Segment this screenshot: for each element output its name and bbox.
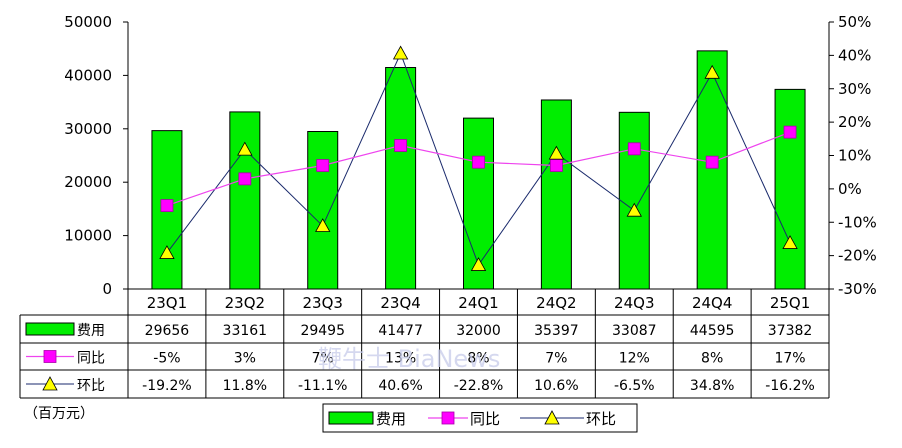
row-key-qoq-marker bbox=[42, 376, 58, 391]
row-label-yoy: 同比 bbox=[77, 351, 105, 367]
data-label-25Q1: 17% bbox=[774, 351, 805, 367]
legend-key-cost bbox=[328, 411, 374, 425]
legend-key-qoq-marker bbox=[544, 410, 560, 425]
right-tick-label: -20% bbox=[838, 247, 877, 265]
category-label-24Q4: 24Q4 bbox=[692, 294, 732, 312]
bar-23Q2 bbox=[229, 111, 261, 290]
left-tick-label: 10000 bbox=[64, 227, 112, 245]
bar-24Q3 bbox=[618, 111, 650, 290]
legend: 费用 同比 环比 bbox=[322, 403, 638, 433]
category-label-23Q3: 23Q3 bbox=[303, 294, 343, 312]
data-label-23Q2: 33161 bbox=[223, 323, 268, 339]
data-label-24Q2: 10.6% bbox=[534, 378, 578, 394]
left-tick-label: 50000 bbox=[64, 13, 112, 31]
data-label-23Q3: 7% bbox=[312, 351, 334, 367]
category-label-23Q2: 23Q2 bbox=[225, 294, 265, 312]
data-label-24Q3: 33087 bbox=[612, 323, 657, 339]
data-label-24Q1: -22.8% bbox=[454, 378, 504, 394]
qoq-marker-23Q2 bbox=[237, 141, 253, 156]
data-label-23Q4: 13% bbox=[385, 351, 416, 367]
bar-25Q1 bbox=[774, 88, 806, 290]
data-label-24Q2: 7% bbox=[545, 351, 567, 367]
data-label-24Q2: 35397 bbox=[534, 323, 579, 339]
yoy-marker-24Q1 bbox=[472, 155, 485, 169]
right-tick-label: -30% bbox=[838, 280, 877, 298]
data-label-23Q4: 40.6% bbox=[378, 378, 422, 394]
right-tick-label: 0% bbox=[838, 180, 862, 198]
right-tick-label: -10% bbox=[838, 213, 877, 231]
watermark: 鞭牛士 BiaNews bbox=[318, 345, 500, 373]
data-label-23Q3: -11.1% bbox=[298, 378, 348, 394]
right-tick-label: 40% bbox=[838, 46, 871, 64]
plot-area bbox=[127, 22, 830, 290]
category-label-24Q1: 24Q1 bbox=[458, 294, 498, 312]
data-label-23Q1: -5% bbox=[153, 351, 180, 367]
left-tick-label: 30000 bbox=[64, 120, 112, 138]
data-label-23Q3: 29495 bbox=[300, 323, 345, 339]
yoy-marker-23Q4 bbox=[394, 139, 408, 152]
right-tick-label: 50% bbox=[838, 13, 871, 31]
data-label-25Q1: -16.2% bbox=[765, 378, 815, 394]
yoy-marker-25Q1 bbox=[783, 125, 797, 139]
row-label-cost: 费用 bbox=[77, 323, 105, 339]
yoy-marker-23Q2 bbox=[238, 172, 252, 186]
left-tick-label: 20000 bbox=[64, 173, 112, 191]
yoy-marker-23Q3 bbox=[316, 159, 330, 172]
right-tick-label: 10% bbox=[838, 147, 871, 165]
data-label-24Q4: 8% bbox=[701, 351, 723, 367]
bar-23Q3 bbox=[307, 130, 339, 290]
legend-label-cost: 费用 bbox=[376, 410, 406, 428]
bar-23Q4 bbox=[385, 67, 417, 290]
yoy-marker-24Q4 bbox=[705, 155, 719, 169]
data-label-23Q2: 3% bbox=[234, 351, 256, 367]
category-label-25Q1: 25Q1 bbox=[770, 294, 810, 312]
legend-label-qoq: 环比 bbox=[586, 410, 616, 428]
qoq-marker-24Q2 bbox=[548, 145, 565, 160]
qoq-marker-24Q1 bbox=[470, 257, 487, 271]
data-label-24Q4: 34.8% bbox=[690, 378, 734, 394]
legend-label-yoy: 同比 bbox=[470, 410, 500, 428]
bar-24Q4 bbox=[696, 50, 728, 290]
bar-24Q2 bbox=[540, 99, 572, 290]
left-axis-ticks: 0 10000 20000 30000 40000 50000 bbox=[64, 13, 128, 298]
legend-box bbox=[322, 403, 638, 433]
yoy-marker-24Q3 bbox=[627, 142, 641, 156]
data-label-23Q4: 41477 bbox=[378, 323, 423, 339]
data-label-24Q1: 32000 bbox=[456, 323, 501, 339]
data-label-23Q1: -19.2% bbox=[142, 378, 192, 394]
qoq-marker-25Q1 bbox=[782, 235, 798, 249]
data-label-24Q1: 8% bbox=[467, 351, 489, 367]
data-table: 23Q1 23Q2 23Q3 23Q4 24Q1 24Q2 24Q3 24Q4 25Q1 费用 29… bbox=[19, 288, 830, 399]
row-key-cost bbox=[25, 322, 75, 336]
left-tick-label: 0 bbox=[102, 280, 112, 298]
qoq-marker-24Q3 bbox=[626, 202, 642, 217]
right-axis-ticks: -30% -20% -10% 0% 10% 20% 30% 40% 50% bbox=[829, 13, 877, 298]
data-label-24Q3: -6.5% bbox=[614, 378, 655, 394]
qoq-marker-24Q4 bbox=[704, 64, 720, 79]
legend-key-yoy-marker bbox=[441, 411, 455, 425]
category-label-23Q4: 23Q4 bbox=[380, 294, 420, 312]
data-label-24Q4: 44595 bbox=[690, 323, 735, 339]
left-tick-label: 40000 bbox=[64, 66, 112, 84]
data-label-24Q3: 12% bbox=[619, 351, 650, 367]
yoy-marker-24Q2 bbox=[549, 159, 563, 172]
qoq-marker-23Q4 bbox=[392, 45, 409, 60]
category-label-24Q2: 24Q2 bbox=[536, 294, 576, 312]
row-key-yoy-marker bbox=[43, 350, 57, 363]
qoq-marker-23Q3 bbox=[315, 218, 331, 232]
right-tick-label: 20% bbox=[838, 113, 871, 131]
right-tick-label: 30% bbox=[838, 80, 871, 98]
yoy-marker-23Q1 bbox=[160, 199, 174, 212]
data-label-25Q1: 37382 bbox=[768, 323, 813, 339]
qoq-marker-23Q1 bbox=[159, 245, 175, 259]
data-label-23Q2: 11.8% bbox=[223, 378, 267, 394]
data-label-23Q1: 29656 bbox=[145, 323, 190, 339]
unit-label: （百万元） bbox=[24, 406, 94, 422]
row-label-qoq: 环比 bbox=[77, 378, 105, 394]
category-label-23Q1: 23Q1 bbox=[147, 294, 187, 312]
category-label-24Q3: 24Q3 bbox=[614, 294, 654, 312]
